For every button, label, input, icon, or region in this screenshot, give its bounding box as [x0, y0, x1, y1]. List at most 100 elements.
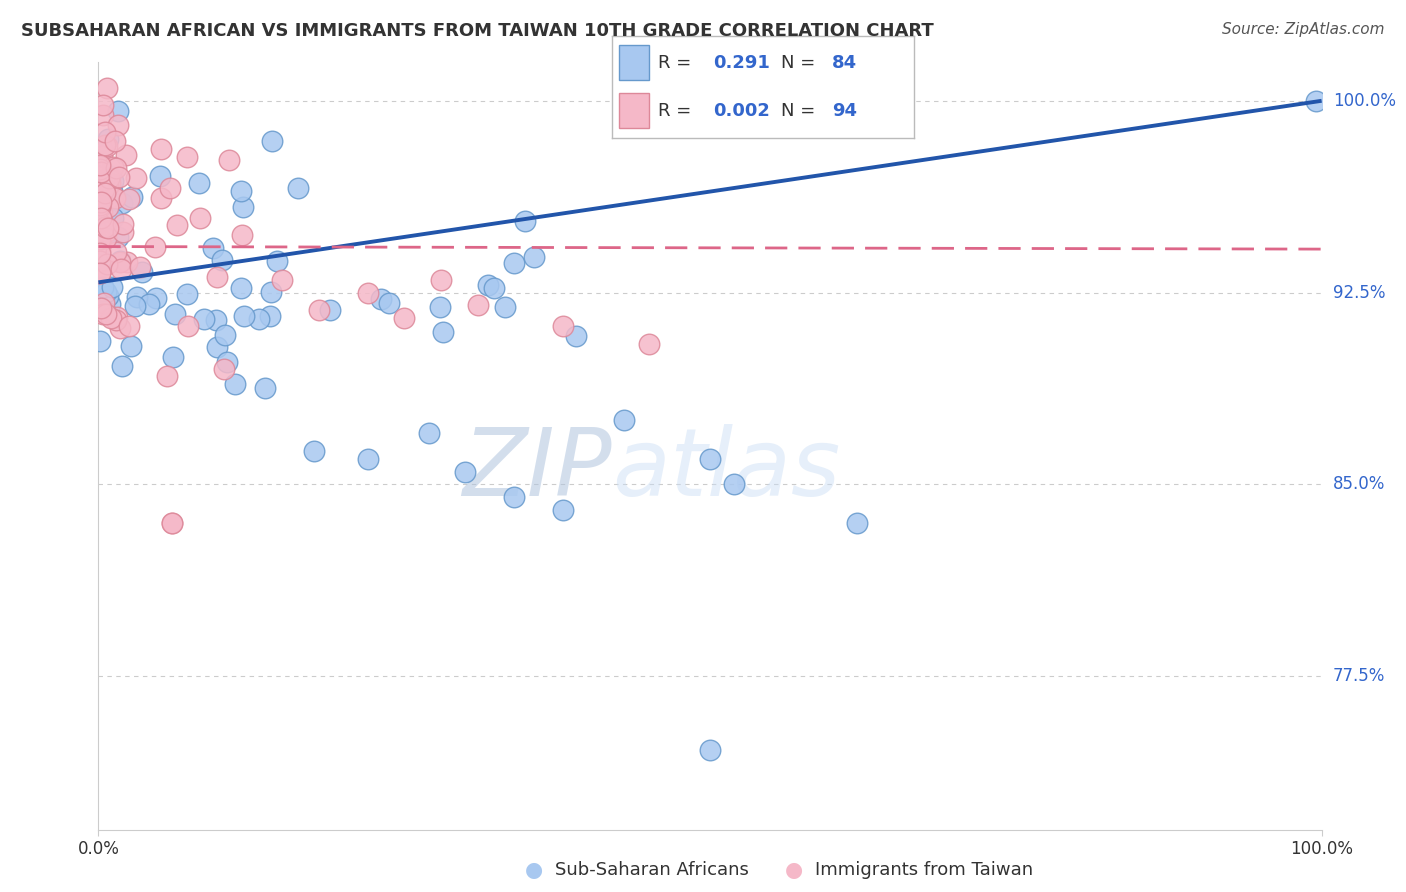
Point	[89, 266, 111, 280]
Point	[94, 186, 117, 200]
Point	[96, 194, 118, 209]
Point	[105, 310, 128, 324]
Point	[89, 216, 111, 230]
Bar	[619, 45, 650, 80]
Point	[231, 184, 253, 198]
Point	[93, 304, 115, 318]
Point	[101, 279, 124, 293]
Point	[637, 336, 661, 351]
Point	[107, 103, 129, 118]
Point	[104, 245, 127, 260]
Point	[319, 303, 342, 318]
Point	[111, 225, 134, 239]
Point	[193, 312, 215, 326]
Point	[356, 451, 378, 466]
Point	[89, 183, 111, 197]
Point	[89, 158, 111, 172]
Point	[467, 298, 489, 312]
Point	[111, 359, 134, 373]
Point	[287, 181, 309, 195]
Point	[96, 139, 118, 153]
Point	[96, 307, 118, 321]
Point	[177, 318, 200, 333]
Point	[90, 213, 112, 227]
Point	[110, 195, 132, 210]
Point	[89, 253, 111, 268]
Point	[429, 300, 451, 314]
Point	[94, 138, 117, 153]
Point	[98, 296, 121, 310]
Point	[97, 220, 120, 235]
Point	[188, 176, 211, 190]
Point	[101, 160, 124, 174]
Point	[96, 257, 118, 271]
Point	[513, 214, 536, 228]
Point	[90, 194, 112, 209]
Point	[1305, 94, 1327, 108]
Point	[454, 465, 477, 479]
Point	[93, 231, 115, 245]
Text: 77.5%: 77.5%	[1333, 667, 1385, 685]
Text: 94: 94	[832, 102, 858, 120]
Point	[845, 516, 868, 530]
Point	[699, 451, 721, 466]
Point	[477, 278, 499, 293]
Point	[145, 292, 167, 306]
Point	[163, 307, 186, 321]
Point	[94, 225, 117, 239]
Point	[124, 299, 146, 313]
Point	[418, 426, 440, 441]
Text: SUBSAHARAN AFRICAN VS IMMIGRANTS FROM TAIWAN 10TH GRADE CORRELATION CHART: SUBSAHARAN AFRICAN VS IMMIGRANTS FROM TA…	[21, 22, 934, 40]
Point	[392, 311, 416, 326]
Point	[205, 340, 228, 354]
Point	[270, 273, 294, 287]
Text: ●: ●	[526, 860, 543, 880]
Point	[107, 230, 129, 244]
Point	[125, 171, 148, 186]
Text: atlas: atlas	[612, 424, 841, 515]
Point	[129, 260, 152, 274]
Point	[494, 300, 516, 314]
Point	[91, 253, 114, 268]
Point	[224, 377, 246, 392]
Point	[231, 280, 253, 294]
Point	[93, 295, 115, 310]
Point	[149, 142, 172, 156]
Point	[127, 289, 149, 303]
Point	[108, 255, 131, 269]
Point	[110, 261, 132, 276]
Point	[94, 303, 117, 318]
Point	[107, 118, 129, 132]
Point	[162, 351, 184, 365]
Text: R =: R =	[658, 54, 692, 72]
Point	[211, 252, 233, 267]
Point	[96, 231, 118, 245]
Text: N =: N =	[780, 54, 815, 72]
Text: Immigrants from Taiwan: Immigrants from Taiwan	[815, 861, 1033, 879]
Point	[91, 108, 114, 122]
Text: ZIP: ZIP	[463, 424, 612, 515]
Point	[89, 246, 111, 260]
Point	[89, 244, 111, 258]
Point	[143, 240, 166, 254]
Point	[93, 173, 115, 187]
Point	[302, 444, 325, 458]
Point	[259, 309, 281, 323]
Point	[149, 169, 172, 184]
Point	[565, 328, 588, 343]
Text: Source: ZipAtlas.com: Source: ZipAtlas.com	[1222, 22, 1385, 37]
Point	[97, 132, 120, 146]
Point	[260, 134, 283, 148]
Point	[101, 189, 124, 203]
Point	[91, 307, 114, 321]
Text: ●: ●	[786, 860, 803, 880]
Bar	[619, 93, 650, 128]
Text: 92.5%: 92.5%	[1333, 284, 1385, 301]
Point	[97, 179, 120, 194]
Point	[218, 153, 240, 168]
Point	[96, 81, 118, 95]
Point	[90, 204, 112, 219]
Point	[503, 490, 526, 504]
Point	[131, 265, 153, 279]
Point	[101, 211, 124, 225]
